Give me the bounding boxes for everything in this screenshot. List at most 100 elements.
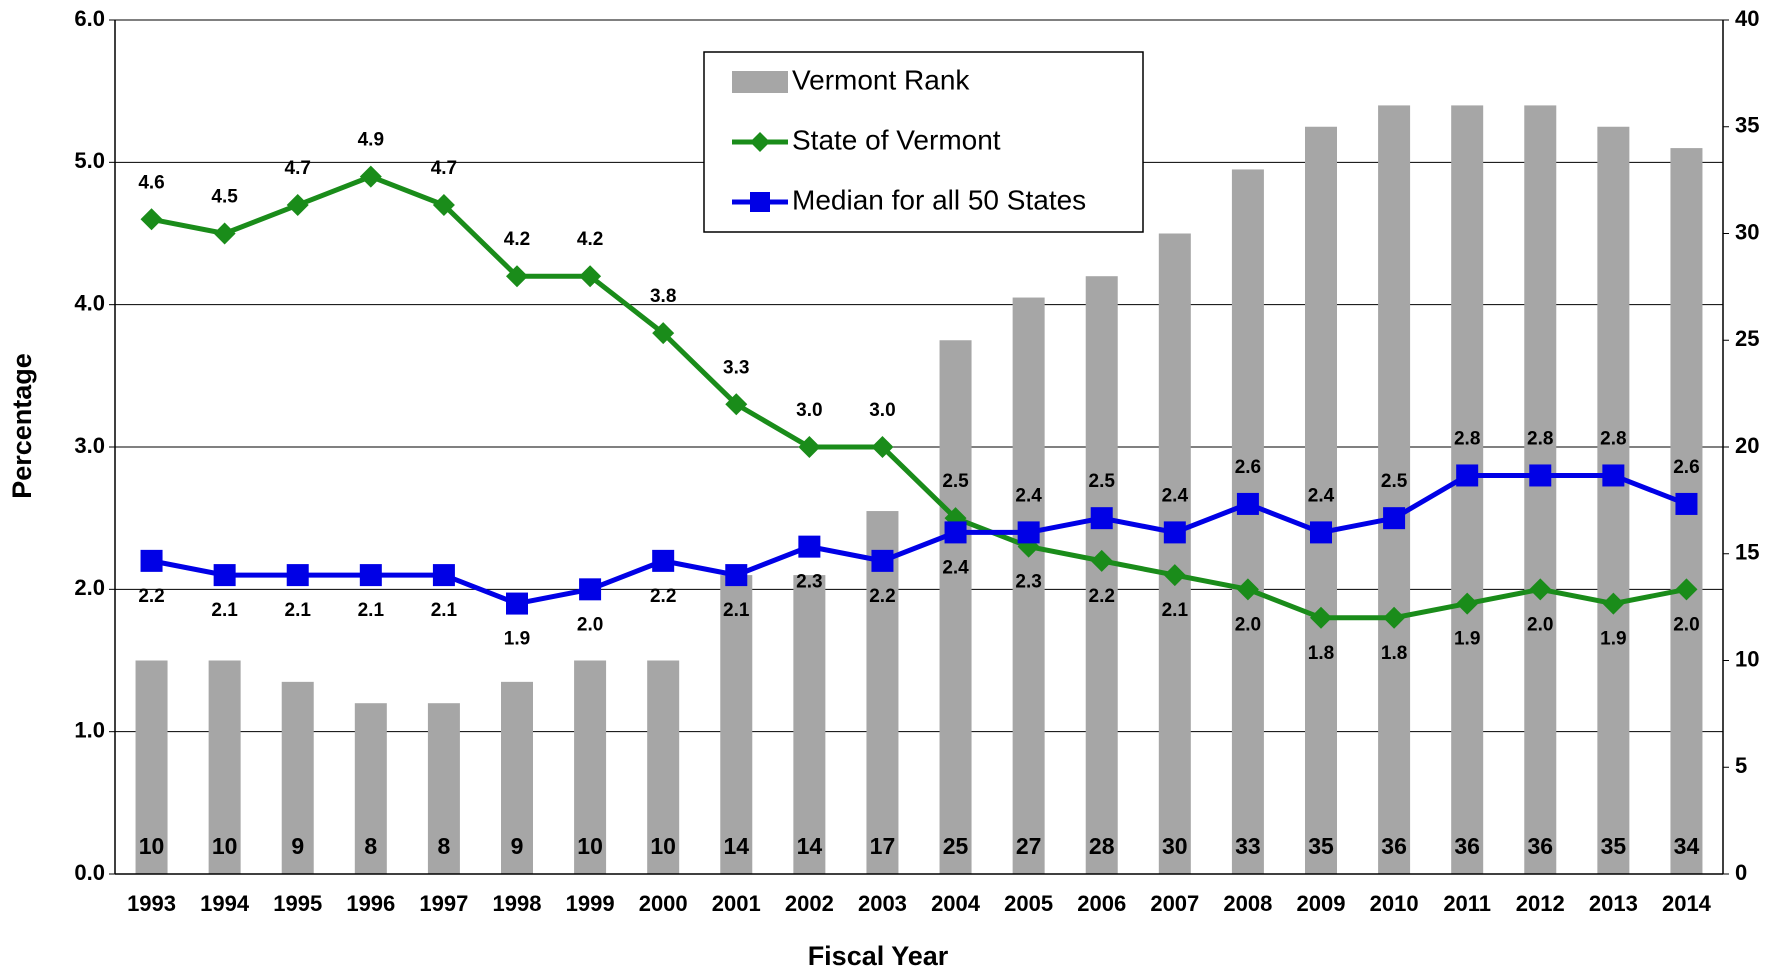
bar: [1451, 105, 1484, 874]
data-label: 2.1: [285, 600, 312, 621]
marker: [286, 194, 309, 217]
x-tick-label: 2013: [1589, 891, 1638, 916]
marker: [725, 564, 748, 587]
data-label: 2.0: [1235, 614, 1261, 635]
marker: [1310, 521, 1332, 544]
legend-label: State of Vermont: [792, 124, 1001, 155]
bar: [1597, 126, 1630, 874]
marker: [432, 564, 455, 587]
data-label: 2.3: [1015, 572, 1041, 593]
bar-label: 35: [1601, 833, 1627, 859]
data-label: 4.7: [285, 158, 311, 179]
data-label: 2.1: [723, 600, 750, 621]
y-tick-label: 0.0: [74, 860, 105, 885]
marker: [871, 436, 894, 458]
x-tick-label: 1993: [127, 891, 176, 916]
marker: [1602, 592, 1625, 615]
bar: [1158, 233, 1191, 874]
data-label: 2.4: [1015, 485, 1042, 506]
data-label: 3.0: [869, 400, 895, 421]
marker: [1163, 521, 1186, 544]
marker: [213, 222, 236, 245]
bar: [1305, 126, 1337, 874]
data-label: 4.2: [577, 229, 603, 250]
y-tick-label: 3.0: [74, 433, 105, 458]
marker: [871, 549, 894, 572]
x-tick-label: 2003: [858, 891, 907, 916]
bar-label: 25: [943, 833, 969, 859]
x-tick-label: 2006: [1077, 891, 1126, 916]
marker: [140, 549, 163, 572]
bar-label: 10: [650, 833, 676, 859]
bar-label: 30: [1162, 833, 1188, 859]
y2-tick-label: 10: [1735, 646, 1759, 671]
marker: [1090, 549, 1113, 572]
legend-marker: [750, 132, 770, 152]
bar: [1378, 105, 1411, 874]
y2-tick-label: 30: [1735, 219, 1759, 244]
bar: [1524, 105, 1557, 874]
data-label: 2.2: [650, 586, 676, 607]
y2-tick-label: 40: [1735, 6, 1759, 31]
marker: [286, 564, 309, 587]
data-label: 1.8: [1381, 643, 1407, 664]
data-label: 4.9: [358, 130, 384, 151]
marker: [506, 592, 528, 615]
x-tick-label: 2000: [639, 891, 688, 916]
line: [151, 173, 1687, 621]
data-label: 2.3: [796, 572, 822, 593]
x-tick-label: 2002: [785, 891, 834, 916]
bar-label: 27: [1016, 833, 1042, 859]
marker: [1236, 578, 1259, 601]
bar: [501, 681, 533, 874]
bar: [208, 660, 241, 874]
marker: [1236, 492, 1259, 515]
data-label: 2.5: [1381, 471, 1408, 492]
bar-label: 36: [1527, 833, 1553, 859]
y-axis-title: Percentage: [7, 353, 37, 499]
data-label: 2.8: [1527, 428, 1553, 449]
bar-label: 36: [1381, 833, 1407, 859]
bar: [427, 703, 460, 874]
marker: [1017, 521, 1040, 544]
data-label: 2.4: [1308, 485, 1335, 506]
data-label: 2.2: [138, 586, 164, 607]
marker: [652, 322, 675, 345]
y2-tick-label: 0: [1735, 860, 1747, 885]
marker: [944, 521, 967, 544]
legend-marker: [750, 192, 770, 212]
x-axis-title: Fiscal Year: [808, 941, 949, 971]
data-label: 1.9: [1454, 629, 1480, 650]
bar: [1085, 276, 1118, 874]
marker: [1675, 492, 1698, 515]
data-label: 2.2: [869, 586, 895, 607]
data-label: 1.8: [1308, 643, 1334, 664]
bar-label: 10: [139, 833, 165, 859]
y-tick-label: 2.0: [74, 575, 105, 600]
bar-label: 9: [291, 833, 304, 859]
bar: [281, 681, 314, 874]
x-tick-label: 1995: [273, 891, 322, 916]
marker: [798, 436, 821, 458]
y2-tick-label: 35: [1735, 113, 1759, 138]
data-label: 2.0: [577, 614, 603, 635]
data-label: 1.9: [504, 629, 530, 650]
x-tick-label: 1994: [200, 891, 250, 916]
y2-tick-label: 5: [1735, 753, 1747, 778]
data-label: 4.5: [211, 187, 238, 208]
marker: [1529, 464, 1552, 487]
x-tick-label: 2005: [1004, 891, 1053, 916]
data-label: 3.0: [796, 400, 822, 421]
data-label: 2.8: [1600, 428, 1626, 449]
y-tick-label: 5.0: [74, 148, 105, 173]
data-label: 2.4: [1162, 485, 1189, 506]
y2-tick-label: 25: [1735, 326, 1759, 351]
x-tick-label: 1996: [346, 891, 395, 916]
data-label: 2.5: [1089, 471, 1116, 492]
bar: [574, 660, 607, 874]
x-tick-label: 1999: [566, 891, 615, 916]
marker: [1163, 564, 1186, 587]
data-label: 2.1: [211, 600, 238, 621]
marker: [1529, 578, 1552, 601]
data-label: 2.1: [358, 600, 385, 621]
